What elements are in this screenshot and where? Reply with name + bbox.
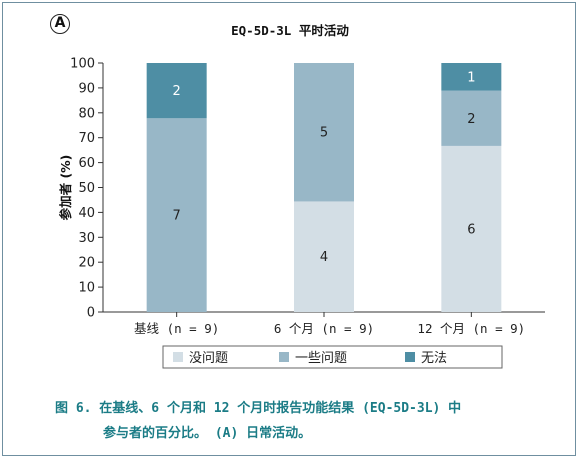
y-tick-label: 10: [78, 281, 95, 296]
bar-segment: [146, 63, 207, 119]
bar-data-label: 7: [173, 209, 181, 224]
bar-data-label: 2: [173, 84, 181, 99]
bar-segment: [294, 201, 354, 312]
legend-label: 一些问题: [295, 351, 347, 366]
y-tick-label: 30: [78, 231, 95, 246]
chart-title: EQ-5D-3L 平时活动: [231, 23, 349, 38]
bars: 7 2 4 5 6 2 1: [146, 63, 502, 312]
caption-line-1: 图 6. 在基线、6 个月和 12 个月时报告功能结果 (EQ-5D-3L) 中: [55, 401, 462, 416]
legend-label: 无法: [421, 351, 447, 366]
bar-data-label: 1: [467, 70, 475, 85]
y-tick-label: 70: [78, 131, 95, 146]
legend-box: [162, 345, 503, 369]
panel-label: A: [50, 14, 70, 34]
x-tick-label: 12 个月 (n = 9): [417, 321, 525, 336]
y-tick-label: 50: [78, 181, 95, 196]
y-tick-label: 0: [87, 306, 95, 321]
bar-segment: [441, 90, 502, 146]
x-tick-label: 基线 (n = 9): [134, 321, 219, 336]
stacked-bar-chart: 0 10 20 30 40 50 60 70 80 90 100 参加者 (%) 基线 (n = 9) 6…: [58, 57, 545, 369]
bar-data-label: 6: [467, 222, 475, 237]
bar-segment: [146, 118, 207, 312]
bar-segment: [441, 63, 502, 91]
legend-swatch: [405, 352, 415, 362]
y-tick-label: 100: [70, 57, 95, 72]
bar-segment: [441, 145, 502, 312]
bar-data-label: 5: [320, 126, 328, 141]
axes: 0 10 20 30 40 50 60 70 80 90 100 参加者 (%) 基线 (n = 9) 6…: [58, 57, 545, 336]
y-tick-label: 60: [78, 156, 95, 171]
legend-swatch: [279, 352, 289, 362]
bar-data-label: 4: [320, 250, 328, 265]
y-tick-label: 80: [78, 106, 95, 121]
bar-data-label: 2: [467, 112, 475, 127]
legend-swatch: [173, 352, 183, 362]
bar-segment: [294, 63, 354, 202]
legend-label: 没问题: [189, 351, 228, 366]
caption-line-2: 参与者的百分比。 (A) 日常活动。: [103, 426, 312, 441]
y-tick-label: 90: [78, 81, 95, 96]
x-tick-label: 6 个月 (n = 9): [274, 321, 374, 336]
y-tick-label: 20: [78, 256, 95, 271]
figure-caption: 图 6. 在基线、6 个月和 12 个月时报告功能结果 (EQ-5D-3L) 中…: [55, 396, 555, 446]
y-tick-label: 40: [78, 206, 95, 221]
legend: 没问题 一些问题 无法: [162, 345, 503, 369]
y-axis-label: 参加者 (%): [58, 155, 73, 221]
